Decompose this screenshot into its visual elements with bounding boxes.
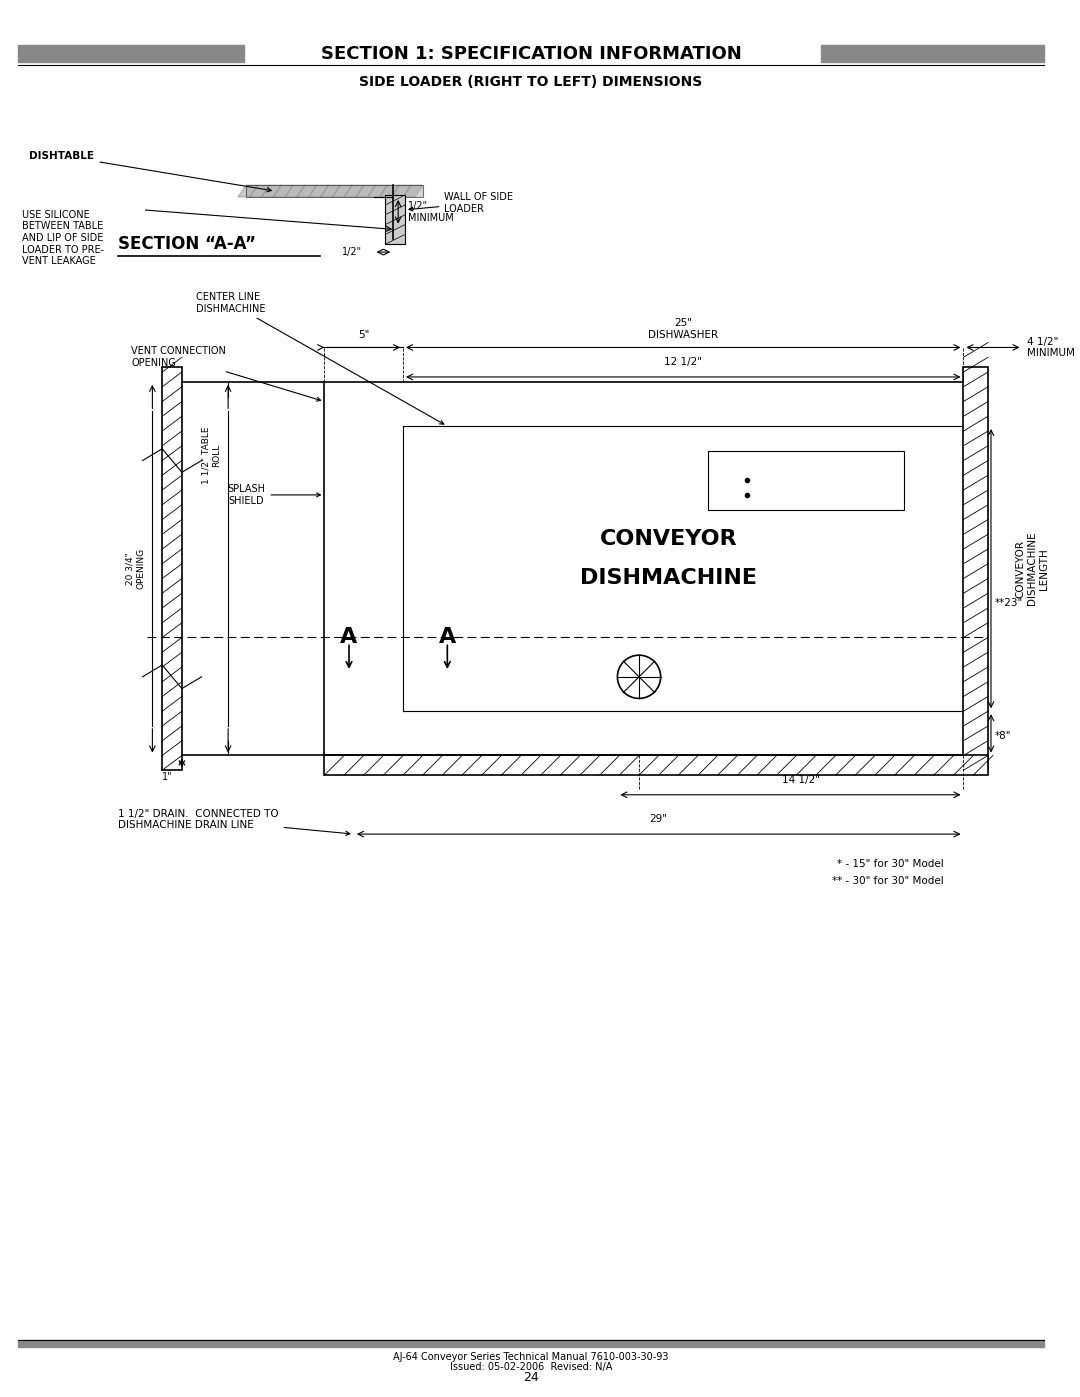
Bar	[324, 756, 988, 775]
Text: CONVEYOR: CONVEYOR	[599, 529, 738, 549]
Polygon shape	[333, 186, 352, 197]
Text: 29": 29"	[650, 814, 667, 824]
Text: SIDE LOADER (RIGHT TO LEFT) DIMENSIONS: SIDE LOADER (RIGHT TO LEFT) DIMENSIONS	[360, 75, 702, 89]
Text: 25"
DISHWASHER: 25" DISHWASHER	[648, 319, 718, 339]
Polygon shape	[356, 186, 376, 197]
Text: A: A	[438, 627, 456, 647]
Text: CENTER LINE
DISHMACHINE: CENTER LINE DISHMACHINE	[195, 292, 444, 425]
Text: 5": 5"	[359, 330, 369, 339]
Text: SECTION “A-A”: SECTION “A-A”	[118, 235, 256, 253]
Text: SPLASH
SHIELD: SPLASH SHIELD	[228, 485, 321, 506]
Polygon shape	[285, 186, 305, 197]
Text: * - 15" for 30" Model: * - 15" for 30" Model	[837, 859, 944, 869]
Text: VENT CONNECTION
OPENING: VENT CONNECTION OPENING	[132, 346, 321, 401]
Text: DISHTABLE: DISHTABLE	[29, 151, 271, 191]
Bar	[17, 45, 244, 63]
Polygon shape	[309, 186, 328, 197]
Text: 1 1/2" TABLE
ROLL: 1 1/2" TABLE ROLL	[202, 427, 221, 485]
Polygon shape	[345, 186, 364, 197]
Polygon shape	[391, 186, 411, 197]
Text: CONVEYOR
DISHMACHINE
LENGTH: CONVEYOR DISHMACHINE LENGTH	[1015, 532, 1049, 605]
Polygon shape	[249, 186, 269, 197]
Text: **23": **23"	[995, 598, 1023, 608]
Text: USE SILICONE
BETWEEN TABLE
AND LIP OF SIDE
LOADER TO PRE-
VENT LEAKAGE: USE SILICONE BETWEEN TABLE AND LIP OF SI…	[22, 210, 104, 267]
Polygon shape	[273, 186, 293, 197]
Bar	[963, 367, 988, 770]
Text: 14 1/2": 14 1/2"	[782, 775, 820, 785]
Polygon shape	[261, 186, 281, 197]
Bar	[821, 45, 1044, 63]
Text: AJ-64 Conveyor Series Technical Manual 7610-003-30-93: AJ-64 Conveyor Series Technical Manual 7…	[393, 1352, 669, 1362]
Polygon shape	[297, 186, 316, 197]
Text: 4 1/2"
MINIMUM: 4 1/2" MINIMUM	[1027, 337, 1076, 358]
Text: 1 1/2" DRAIN.  CONNECTED TO
DISHMACHINE DRAIN LINE: 1 1/2" DRAIN. CONNECTED TO DISHMACHINE D…	[118, 809, 350, 835]
Text: DISHMACHINE: DISHMACHINE	[580, 569, 757, 588]
Polygon shape	[321, 186, 340, 197]
Bar	[162, 367, 181, 770]
Text: 1": 1"	[162, 773, 173, 782]
Text: *8": *8"	[995, 731, 1012, 740]
Polygon shape	[403, 186, 422, 197]
Text: 20 3/4"
OPENING: 20 3/4" OPENING	[126, 548, 146, 590]
Text: ** - 30" for 30" Model: ** - 30" for 30" Model	[832, 876, 944, 886]
Text: 24: 24	[523, 1372, 539, 1384]
Bar	[17, 1340, 1044, 1347]
Bar	[246, 186, 422, 197]
Bar	[707, 451, 904, 510]
Bar	[386, 196, 405, 244]
Polygon shape	[238, 186, 257, 197]
Text: SECTION 1: SPECIFICATION INFORMATION: SECTION 1: SPECIFICATION INFORMATION	[321, 45, 741, 63]
Text: 12 1/2": 12 1/2"	[664, 358, 702, 367]
Text: 1/2": 1/2"	[341, 247, 362, 257]
Polygon shape	[379, 186, 400, 197]
Text: Issued: 05-02-2006  Revised: N/A: Issued: 05-02-2006 Revised: N/A	[449, 1362, 612, 1372]
Text: 1/2"
MINIMUM: 1/2" MINIMUM	[408, 201, 454, 222]
Polygon shape	[367, 186, 388, 197]
Text: A: A	[340, 627, 357, 647]
Text: WALL OF SIDE
LOADER: WALL OF SIDE LOADER	[409, 193, 513, 214]
